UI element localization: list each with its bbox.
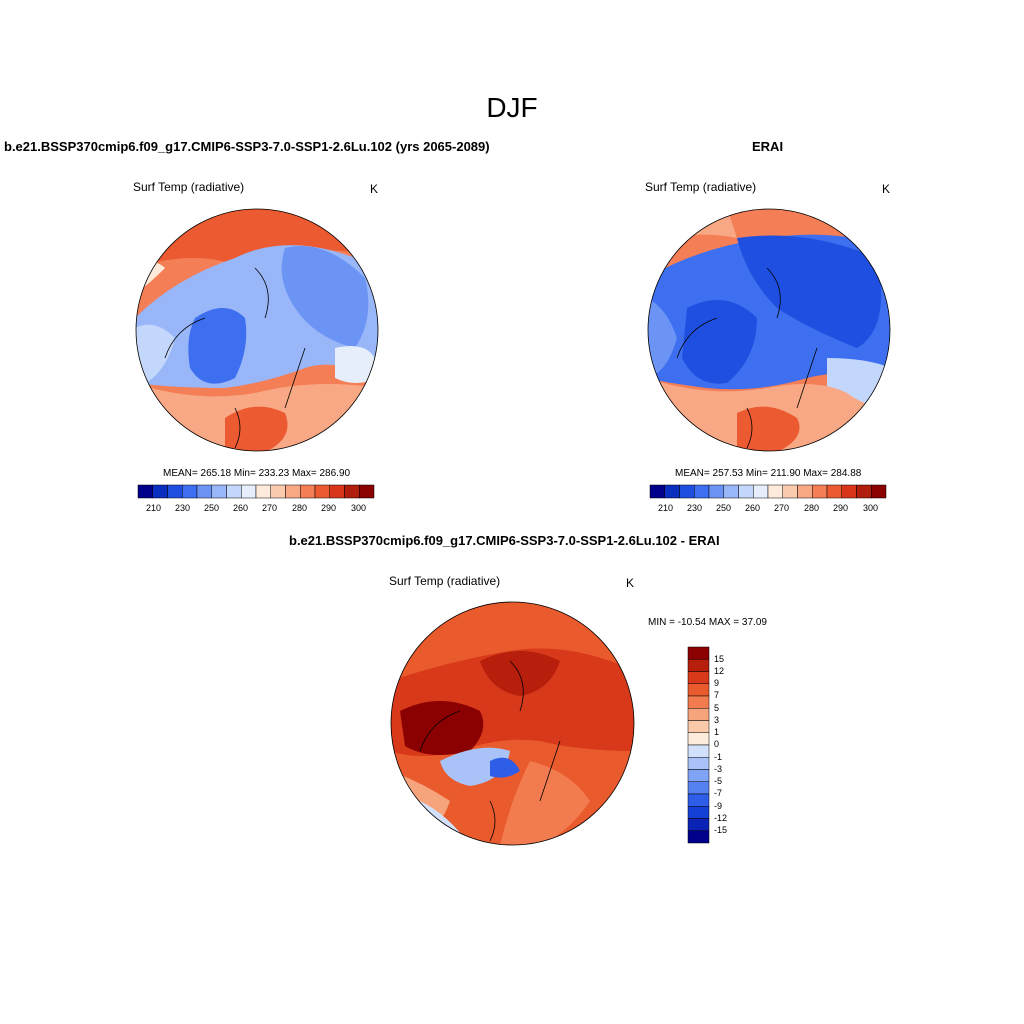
colorbar-swatch [314, 484, 330, 499]
colorbar-swatch [687, 646, 710, 660]
panel-erai-colorbar-tick: 270 [774, 503, 790, 513]
colorbar-swatch [694, 484, 710, 499]
panel-diff-colorbar-tick: 5 [714, 703, 720, 713]
colorbar-swatch [687, 757, 710, 770]
panel-diff-stats: MIN = -10.54 MAX = 37.09 [648, 617, 767, 628]
panel-diff-units-label: K [626, 576, 635, 590]
panel-diff-colorbar-tick: 12 [714, 666, 725, 676]
panel-diff-colorbar-tick: 3 [714, 715, 720, 725]
colorbar-swatch [687, 830, 710, 844]
colorbar-swatch [270, 484, 286, 499]
colorbar-swatch [767, 484, 783, 499]
panel-model-colorbar-tick: 270 [262, 503, 278, 513]
panel-erai-units-label: K [882, 182, 891, 196]
panel-erai-colorbar-tick: 210 [658, 503, 674, 513]
colorbar-swatch [797, 484, 813, 499]
colorbar-swatch [241, 484, 257, 499]
panel-model-colorbar [137, 484, 375, 499]
panel-diff-colorbar-tick: -1 [714, 752, 723, 762]
panel-diff-polar-map [390, 601, 635, 846]
panel-diff-colorbar-tick: 9 [714, 678, 720, 688]
panel-model-colorbar-tick: 260 [233, 503, 249, 513]
colorbar-swatch [826, 484, 842, 499]
panel-model-colorbar-tick: 280 [292, 503, 308, 513]
panel-erai-stats: MEAN= 257.53 Min= 211.90 Max= 284.88 [675, 468, 862, 479]
panel-erai-title: ERAI [752, 139, 784, 154]
panel-erai-colorbar [649, 484, 887, 499]
colorbar-swatch [196, 484, 212, 499]
colorbar-swatch [856, 484, 872, 499]
colorbar-swatch [329, 484, 345, 499]
colorbar-swatch [664, 484, 680, 499]
panel-erai-colorbar-tick: 260 [745, 503, 761, 513]
panel-model-variable-label: Surf Temp (radiative) [133, 180, 245, 194]
panel-model-title: b.e21.BSSP370cmip6.f09_g17.CMIP6-SSP3-7.… [4, 139, 490, 154]
colorbar-swatch [182, 484, 198, 499]
figure-title: DJF [486, 92, 538, 123]
panel-diff-colorbar-tick: -9 [714, 801, 723, 811]
panel-erai-colorbar-tick: 250 [716, 503, 732, 513]
colorbar-swatch [871, 484, 887, 499]
panel-diff-colorbar-tick: -5 [714, 776, 723, 786]
colorbar-swatch [687, 806, 710, 819]
panel-diff-colorbar-tick: 1 [714, 727, 720, 737]
panel-diff-colorbar-tick: 15 [714, 654, 725, 664]
panel-diff-colorbar-tick: -15 [714, 825, 728, 835]
panel-diff-colorbar [687, 646, 710, 844]
colorbar-swatch [687, 793, 710, 807]
panel-model-colorbar-tick: 290 [321, 503, 337, 513]
colorbar-swatch [137, 484, 153, 499]
colorbar-swatch [255, 484, 271, 499]
panel-diff-colorbar-tick: -3 [714, 764, 723, 774]
colorbar-swatch [723, 484, 739, 499]
panel-erai-colorbar-tick: 280 [804, 503, 820, 513]
panel-diff-colorbar-tick: -7 [714, 788, 723, 798]
panel-model-colorbar-tick: 210 [146, 503, 162, 513]
panel-model-units-label: K [370, 182, 379, 196]
panel-erai-colorbar-tick: 230 [687, 503, 703, 513]
colorbar-swatch [687, 708, 710, 721]
panel-erai-polar-map [647, 208, 891, 452]
panel-erai-variable-label: Surf Temp (radiative) [645, 180, 757, 194]
colorbar-swatch [687, 720, 710, 733]
colorbar-swatch [226, 484, 242, 499]
colorbar-swatch [687, 671, 710, 684]
colorbar-swatch [152, 484, 168, 499]
colorbar-swatch [167, 484, 183, 499]
panel-diff-colorbar-tick: 0 [714, 739, 720, 749]
colorbar-swatch [211, 484, 227, 499]
colorbar-swatch [285, 484, 301, 499]
colorbar-swatch [687, 744, 710, 758]
panel-erai-colorbar-tick: 290 [833, 503, 849, 513]
panel-model-colorbar-tick: 230 [175, 503, 191, 513]
panel-diff-variable-label: Surf Temp (radiative) [389, 574, 501, 588]
colorbar-swatch [359, 484, 375, 499]
colorbar-swatch [300, 484, 316, 499]
colorbar-swatch [708, 484, 724, 499]
colorbar-swatch [738, 484, 754, 499]
panel-model-stats: MEAN= 265.18 Min= 233.23 Max= 286.90 [163, 468, 351, 479]
colorbar-swatch [782, 484, 798, 499]
colorbar-swatch [812, 484, 828, 499]
colorbar-swatch [679, 484, 695, 499]
panel-erai-colorbar-tick: 300 [863, 503, 879, 513]
colorbar-swatch [687, 695, 710, 709]
colorbar-swatch [344, 484, 360, 499]
colorbar-swatch [687, 769, 710, 782]
colorbar-swatch [753, 484, 769, 499]
colorbar-swatch [687, 683, 710, 697]
colorbar-swatch [687, 732, 710, 746]
colorbar-swatch [687, 818, 710, 831]
panel-diff-colorbar-tick: 7 [714, 690, 720, 700]
panel-diff-title: b.e21.BSSP370cmip6.f09_g17.CMIP6-SSP3-7.… [289, 533, 720, 548]
panel-model-colorbar-tick: 250 [204, 503, 220, 513]
panel-model-polar-map [135, 208, 379, 452]
panel-model-colorbar-tick: 300 [351, 503, 367, 513]
colorbar-swatch [841, 484, 857, 499]
colorbar-swatch [687, 781, 710, 795]
colorbar-swatch [687, 659, 710, 672]
panel-diff-colorbar-tick: -12 [714, 813, 728, 823]
colorbar-swatch [649, 484, 665, 499]
